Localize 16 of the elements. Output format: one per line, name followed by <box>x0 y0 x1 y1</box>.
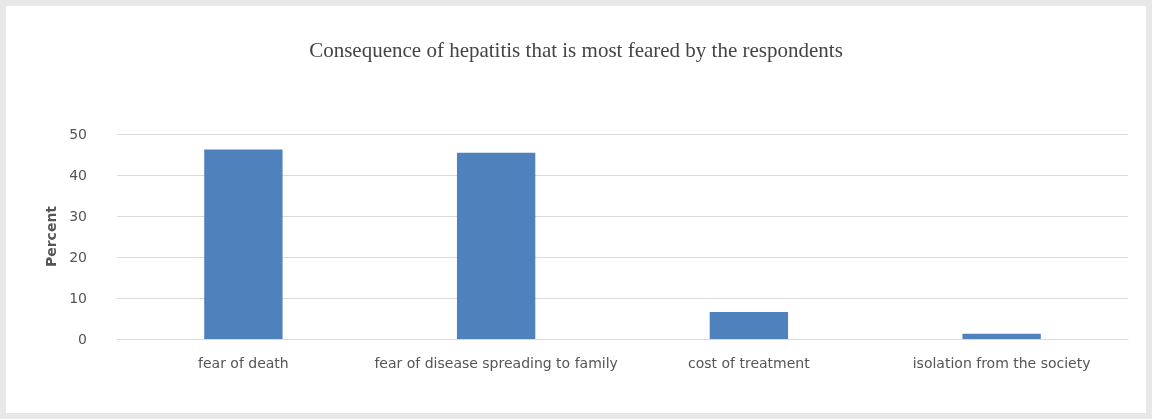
bar <box>204 149 283 339</box>
bar <box>456 152 536 339</box>
y-tick-label: 0 <box>78 331 87 347</box>
y-tick-label: 10 <box>69 290 87 306</box>
y-tick-label: 30 <box>69 208 87 224</box>
y-tick-label: 50 <box>69 126 87 142</box>
x-tick-label: fear of death <box>198 355 289 371</box>
y-tick-label: 20 <box>69 249 87 265</box>
x-tick-label: fear of disease spreading to family <box>374 355 618 371</box>
x-tick-label: cost of treatment <box>688 355 811 371</box>
x-tick-label: isolation from the society <box>912 355 1091 371</box>
y-tick-label: 40 <box>69 167 87 183</box>
bar <box>962 333 1041 339</box>
y-axis-title: Percent <box>43 205 60 268</box>
chart-title: Consequence of hepatitis that is most feared by the respondents <box>309 37 843 62</box>
bar <box>709 311 789 339</box>
